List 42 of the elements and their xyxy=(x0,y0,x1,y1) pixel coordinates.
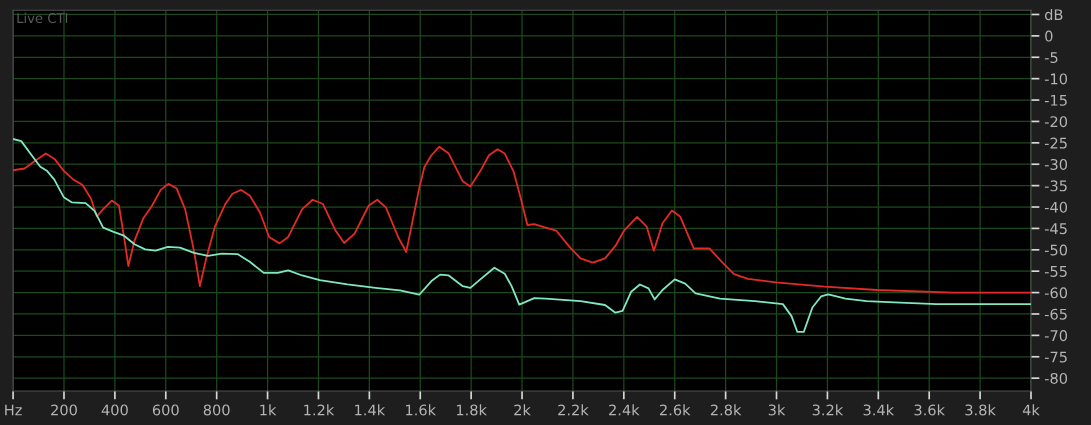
y-tick-label: -50 xyxy=(1044,244,1068,256)
y-tick-label: -5 xyxy=(1044,52,1058,64)
x-tick-label: 3.6k xyxy=(914,404,945,416)
y-tick-label: -25 xyxy=(1044,137,1067,149)
y-tick-label: -45 xyxy=(1044,223,1067,235)
x-tick-label: 3.8k xyxy=(965,404,996,416)
x-tick-label: 3.4k xyxy=(863,404,895,416)
x-tick-label: 1.8k xyxy=(456,404,487,416)
x-tick-label: 800 xyxy=(203,404,230,416)
x-tick-label: Hz xyxy=(5,404,22,416)
x-tick-label: 1.4k xyxy=(355,404,386,416)
x-tick-label: 4k xyxy=(1022,404,1040,416)
x-tick-label: 2.6k xyxy=(659,404,691,416)
x-tick-label: 2.4k xyxy=(609,404,640,416)
y-tick-label: -75 xyxy=(1044,351,1067,363)
x-tick-label: 600 xyxy=(152,404,179,416)
x-tick-label: 2.2k xyxy=(558,404,589,416)
x-tick-label: 1.6k xyxy=(406,404,437,416)
y-tick-label: 0 xyxy=(1045,30,1053,42)
x-tick-label: 2.8k xyxy=(710,404,742,416)
y-tick-label: -20 xyxy=(1044,116,1068,128)
y-tick-label: -65 xyxy=(1044,308,1067,320)
x-tick-label: 1k xyxy=(260,404,277,416)
y-tick-label: -60 xyxy=(1044,287,1068,299)
line-series xyxy=(13,138,1031,333)
x-tick-label: 3k xyxy=(768,404,786,416)
y-tick-label: -15 xyxy=(1044,94,1067,106)
x-tick-label: 3.2k xyxy=(812,404,844,416)
y-tick-label: -70 xyxy=(1044,330,1068,342)
x-tick-label: 200 xyxy=(51,404,77,416)
y-tick-label: -30 xyxy=(1044,158,1068,170)
x-tick-label: 2k xyxy=(514,404,531,416)
y-tick-label: -10 xyxy=(1044,73,1068,85)
y-tick-label: -35 xyxy=(1044,180,1067,192)
line-series xyxy=(13,145,1031,294)
x-tick-label: 400 xyxy=(101,404,128,416)
y-tick-label: -80 xyxy=(1044,372,1068,384)
chart-title: Live CTI xyxy=(17,12,68,24)
y-tick-label: dB xyxy=(1044,8,1063,21)
y-tick-label: -40 xyxy=(1044,201,1068,213)
y-tick-label: -55 xyxy=(1044,266,1067,277)
x-tick-label: 1.2k xyxy=(304,404,335,416)
